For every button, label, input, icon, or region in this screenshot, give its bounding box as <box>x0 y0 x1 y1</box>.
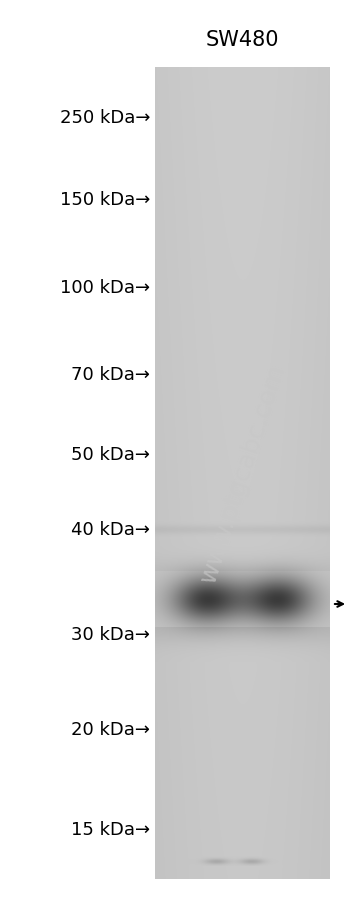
Text: 20 kDa→: 20 kDa→ <box>71 720 150 738</box>
Text: 70 kDa→: 70 kDa→ <box>71 365 150 383</box>
Text: SW480: SW480 <box>206 30 279 50</box>
Text: 40 kDa→: 40 kDa→ <box>71 520 150 538</box>
Text: 250 kDa→: 250 kDa→ <box>60 109 150 127</box>
Text: 100 kDa→: 100 kDa→ <box>60 279 150 297</box>
Text: 15 kDa→: 15 kDa→ <box>71 820 150 838</box>
Text: 150 kDa→: 150 kDa→ <box>60 191 150 208</box>
Text: 30 kDa→: 30 kDa→ <box>71 625 150 643</box>
Text: 50 kDa→: 50 kDa→ <box>71 446 150 464</box>
Text: www.ptgcabc.com: www.ptgcabc.com <box>196 361 289 585</box>
